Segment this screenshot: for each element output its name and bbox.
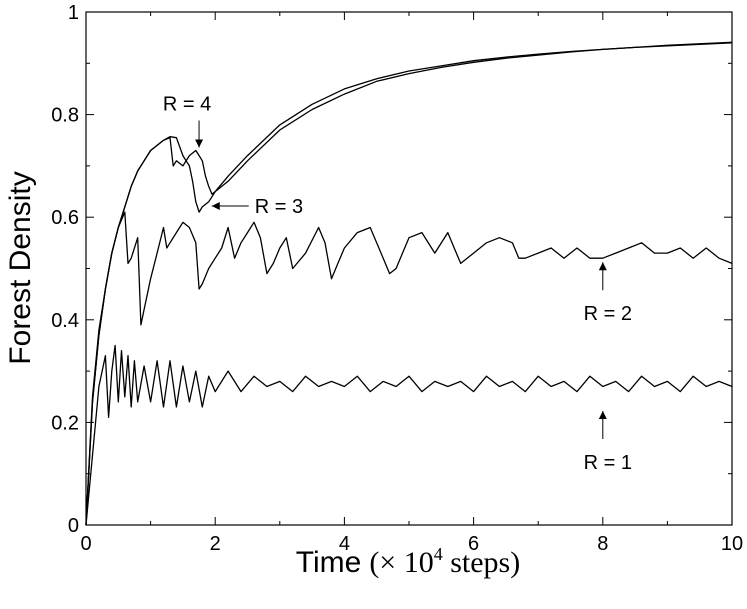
annotation-r2: R = 2 [584, 262, 632, 325]
x-tick-label: 10 [721, 533, 743, 555]
y-tick-label: 0.2 [51, 412, 79, 434]
y-tick-label: 1 [68, 2, 79, 24]
y-tick-label: 0 [68, 515, 79, 537]
x-tick-label: 6 [468, 533, 479, 555]
y-axis-label: Forest Density [4, 171, 37, 364]
series-group [85, 41, 733, 526]
y-tick-label: 0.6 [51, 207, 79, 229]
annotation-arrowhead [598, 262, 607, 271]
series-line-r1 [85, 344, 733, 526]
annotation-arrowhead [598, 411, 607, 420]
axis-ticks [85, 11, 733, 526]
annotation-arrowhead [211, 202, 220, 211]
x-tick-label: 0 [80, 533, 91, 555]
plot-frame [85, 11, 733, 526]
annotation-label: R = 4 [163, 94, 211, 116]
annotation-label: R = 1 [584, 452, 632, 474]
annotation-group: R = 4 R = 3 R = 2 R = 1 [163, 94, 632, 475]
axis-tick-labels: 0 2 4 6 8 10 0 0.2 0.4 0.6 0.8 1 [51, 2, 743, 555]
series-line-r2 [85, 211, 733, 526]
annotation-label: R = 2 [584, 303, 632, 325]
x-axis-label: Time (× 104 steps) [296, 544, 520, 579]
y-tick-label: 0.8 [51, 105, 79, 127]
x-tick-label: 8 [597, 533, 608, 555]
x-tick-label: 4 [339, 533, 350, 555]
annotation-r3: R = 3 [211, 196, 303, 218]
annotation-arrowhead [195, 139, 204, 148]
x-tick-label: 2 [210, 533, 221, 555]
annotation-r1: R = 1 [584, 411, 632, 474]
series-line-r4 [85, 41, 733, 526]
annotation-label: R = 3 [255, 196, 303, 218]
annotation-r4: R = 4 [163, 94, 211, 148]
y-tick-label: 0.4 [51, 310, 79, 332]
